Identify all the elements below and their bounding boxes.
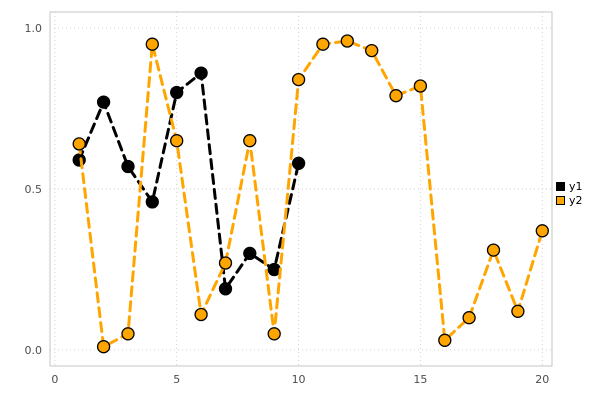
plot-frame bbox=[49, 11, 553, 367]
x-tick-label: 20 bbox=[535, 373, 549, 386]
series-line-y2 bbox=[77, 39, 544, 349]
marker-y1 bbox=[96, 95, 111, 109]
legend-swatch-y2 bbox=[556, 196, 565, 205]
marker-y2 bbox=[243, 134, 257, 148]
x-tick-label: 5 bbox=[173, 373, 180, 386]
legend-swatch-y1 bbox=[556, 182, 565, 191]
series-line-y1 bbox=[77, 71, 301, 291]
marker-y2 bbox=[267, 327, 281, 341]
marker-y2 bbox=[486, 243, 501, 257]
x-tick-label: 0 bbox=[51, 373, 58, 386]
marker-y1 bbox=[243, 246, 257, 261]
legend: y1 y2 bbox=[556, 181, 583, 206]
legend-label-y1: y1 bbox=[569, 180, 583, 193]
marker-y2 bbox=[316, 37, 330, 51]
marker-y1 bbox=[218, 282, 233, 296]
marker-y2 bbox=[365, 43, 379, 58]
marker-y1 bbox=[72, 153, 86, 167]
marker-y1 bbox=[194, 66, 208, 80]
legend-label-y2: y2 bbox=[569, 194, 583, 207]
x-tick-label: 10 bbox=[292, 373, 306, 386]
legend-item-y2: y2 bbox=[556, 195, 583, 206]
marker-y2 bbox=[145, 37, 159, 51]
legend-item-y1: y1 bbox=[556, 181, 583, 192]
marker-y2 bbox=[389, 89, 403, 103]
x-tick-label: 15 bbox=[413, 373, 427, 386]
marker-y2 bbox=[438, 333, 452, 347]
marker-y1 bbox=[291, 156, 306, 170]
y-tick-label: 1.0 bbox=[25, 22, 43, 35]
marker-y1 bbox=[145, 195, 159, 209]
y-tick-label: 0.0 bbox=[25, 344, 43, 357]
marker-y2 bbox=[291, 72, 306, 87]
marker-y2 bbox=[413, 79, 428, 93]
marker-y2 bbox=[511, 304, 525, 318]
marker-y1 bbox=[267, 262, 281, 277]
marker-y2 bbox=[170, 134, 184, 148]
marker-y2 bbox=[218, 256, 233, 270]
y-tick-label: 0.5 bbox=[25, 183, 43, 196]
marker-y2 bbox=[462, 311, 476, 325]
marker-y2 bbox=[340, 34, 354, 48]
marker-y1 bbox=[121, 159, 135, 174]
marker-y2 bbox=[96, 340, 111, 354]
marker-y2 bbox=[121, 327, 135, 341]
marker-y2 bbox=[194, 307, 208, 322]
marker-y1 bbox=[170, 85, 184, 100]
marker-y2 bbox=[535, 224, 549, 238]
marker-y2 bbox=[72, 137, 86, 151]
